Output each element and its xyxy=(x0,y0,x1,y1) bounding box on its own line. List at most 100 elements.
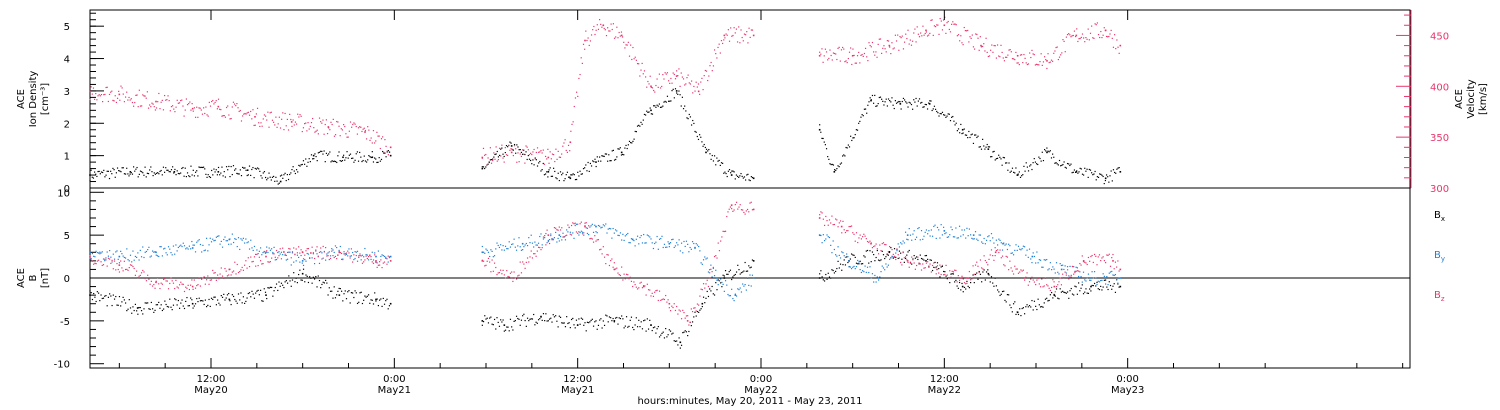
Bz-sample xyxy=(234,261,236,263)
density-sample xyxy=(1058,159,1061,162)
Bx-sample xyxy=(251,290,253,292)
velocity-sample xyxy=(625,44,627,46)
Bz-sample xyxy=(551,239,553,241)
By-sample xyxy=(651,242,653,244)
By-sample xyxy=(822,234,824,236)
By-sample xyxy=(849,266,851,268)
Bz-sample xyxy=(150,280,152,282)
Bx-sample xyxy=(1107,288,1109,291)
Bx-sample xyxy=(518,318,520,320)
velocity-sample xyxy=(482,147,485,149)
velocity-sample xyxy=(883,45,885,47)
Bx-sample xyxy=(887,254,889,256)
By-sample xyxy=(1052,266,1054,268)
By-sample xyxy=(231,233,233,235)
density-sample xyxy=(262,172,264,174)
Bz-sample xyxy=(348,252,350,254)
Bz-sample xyxy=(908,266,910,268)
Bz-sample xyxy=(917,256,919,258)
By-sample xyxy=(535,244,537,246)
density-sample xyxy=(739,175,741,177)
velocity-sample xyxy=(1088,39,1090,41)
density-sample xyxy=(111,173,113,175)
By-sample xyxy=(376,262,378,264)
density-sample xyxy=(145,176,147,178)
Bx-sample xyxy=(623,327,625,329)
density-sample xyxy=(633,138,635,140)
By-sample xyxy=(567,231,569,233)
density-sample xyxy=(307,161,309,163)
density-sample xyxy=(582,168,585,170)
velocity-sample xyxy=(222,115,224,117)
By-sample xyxy=(96,251,98,254)
velocity-sample xyxy=(1052,60,1054,62)
density-sample xyxy=(266,179,268,181)
Bz-sample xyxy=(498,272,501,274)
Bz-sample xyxy=(539,246,541,249)
Bz-sample xyxy=(530,250,532,252)
By-sample xyxy=(106,251,108,253)
velocity-sample xyxy=(987,55,989,58)
By-sample xyxy=(1092,277,1094,279)
By-sample xyxy=(997,244,999,246)
Bx-sample xyxy=(136,310,138,312)
Bx-sample xyxy=(223,293,225,295)
velocity-sample xyxy=(147,107,150,109)
Bx-sample xyxy=(306,275,308,277)
Bz-sample xyxy=(635,286,637,288)
By-sample xyxy=(1116,279,1118,281)
Bz-sample xyxy=(240,269,242,271)
velocity-sample xyxy=(573,105,575,108)
density-sample xyxy=(298,164,300,167)
Bz-sample xyxy=(863,233,865,235)
Bx-sample xyxy=(912,258,914,260)
By-sample xyxy=(228,243,230,245)
By-sample xyxy=(246,242,248,244)
Bx-sample xyxy=(553,316,556,318)
Bx-sample xyxy=(590,319,592,322)
density-sample xyxy=(158,173,160,175)
Bz-sample xyxy=(347,255,349,257)
velocity-sample xyxy=(638,63,640,65)
Bx-sample xyxy=(224,299,226,301)
velocity-sample xyxy=(1064,51,1066,53)
density-point xyxy=(371,156,374,159)
Bx-sample xyxy=(1039,306,1042,308)
Bz-sample xyxy=(1019,271,1021,273)
Bx-sample xyxy=(210,297,213,299)
Bx-sample xyxy=(204,299,206,301)
Bx-sample xyxy=(188,305,191,307)
density-sample xyxy=(821,137,823,140)
Bx-sample xyxy=(1026,304,1028,306)
Bx-sample xyxy=(104,295,106,297)
velocity-sample xyxy=(722,42,724,45)
velocity-sample xyxy=(587,37,589,39)
Bz-sample xyxy=(386,263,388,265)
Bz-sample xyxy=(334,245,337,247)
density-sample xyxy=(734,178,736,180)
Bz-sample xyxy=(333,256,335,259)
Bz-sample xyxy=(746,208,749,211)
Bz-sample xyxy=(300,249,302,251)
density-sample xyxy=(610,160,612,162)
density-sample xyxy=(292,166,294,168)
density-sample xyxy=(1027,170,1030,172)
Bx-sample xyxy=(911,263,913,265)
velocity-sample xyxy=(577,95,579,98)
velocity-sample xyxy=(498,147,501,149)
Bz-sample xyxy=(622,279,624,281)
Bz-sample xyxy=(512,280,514,283)
Bx-sample xyxy=(923,259,925,261)
density-sample xyxy=(1073,169,1076,171)
Bx-sample xyxy=(914,257,916,259)
velocity-sample xyxy=(255,113,257,115)
Bz-sample xyxy=(524,267,526,269)
Bx-sample xyxy=(974,273,977,276)
By-sample xyxy=(528,237,530,239)
Bx-sample xyxy=(961,282,963,285)
By-sample xyxy=(1043,259,1045,261)
Bz-sample xyxy=(852,232,854,234)
Bx-point xyxy=(265,294,267,296)
Bx-sample xyxy=(343,293,345,295)
Bz-sample xyxy=(175,279,177,281)
